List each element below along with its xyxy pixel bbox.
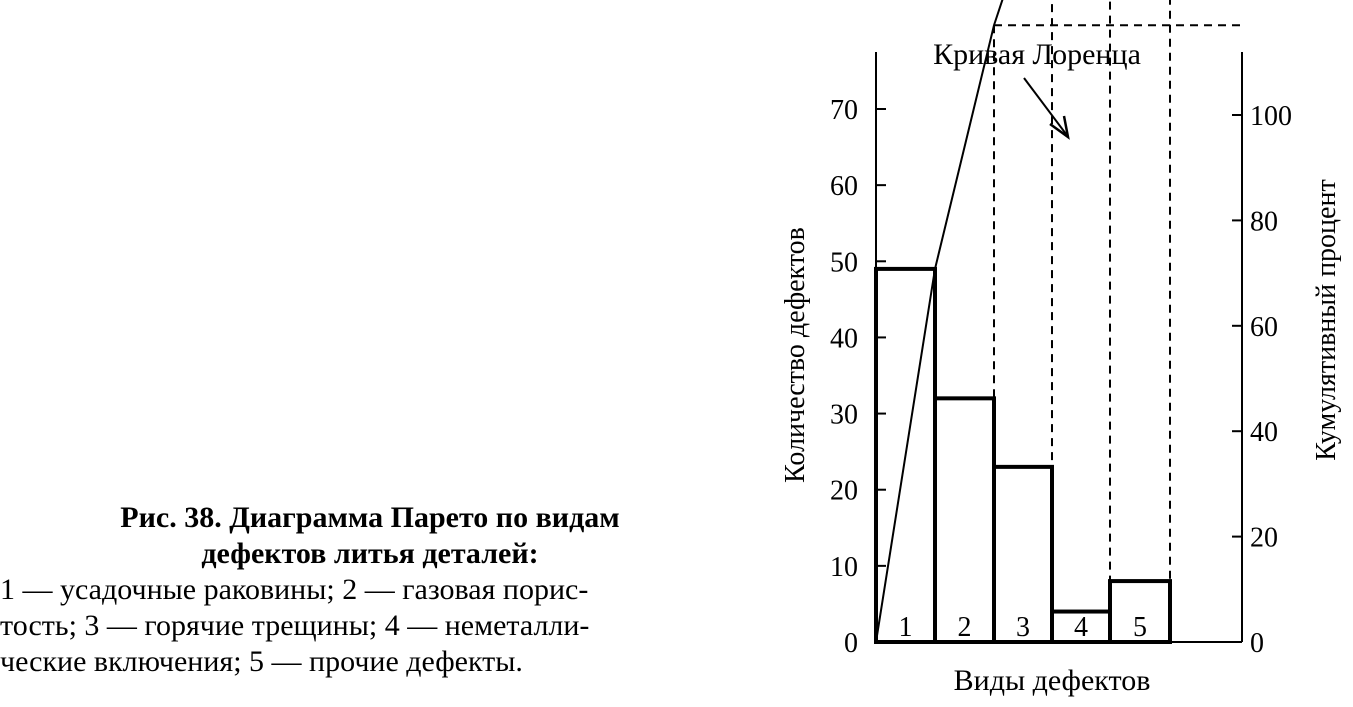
figure-caption: Рис. 38. Диаграмма Парето по видам дефек… bbox=[0, 500, 740, 680]
annotation-label: Кривая Лоренца bbox=[933, 38, 1141, 71]
y-tick-label: 40 bbox=[830, 323, 858, 354]
x-axis-label: Виды дефектов bbox=[954, 664, 1151, 697]
y-axis-label: Количество дефектов bbox=[780, 227, 811, 483]
y2-tick-label: 80 bbox=[1250, 206, 1278, 237]
bar-2 bbox=[933, 396, 996, 645]
y-tick-label: 20 bbox=[830, 476, 858, 507]
lorenz-curve-group bbox=[875, 0, 1070, 643]
y2-axis-label: Кумулятивный процент bbox=[1311, 179, 1342, 460]
chart-labels: 0 10 20 30 40 50 60 70 0 20 40 60 80 100 1 2 3 4 5 bbox=[830, 95, 1292, 659]
bar-label-3: 3 bbox=[1016, 612, 1030, 643]
caption-title-line-1: Рис. 38. Диаграмма Парето по видам bbox=[120, 501, 620, 534]
bar-3 bbox=[992, 464, 1054, 644]
annotation-arrowhead bbox=[1049, 115, 1070, 140]
caption-title-line-2: дефектов литья деталей: bbox=[201, 537, 539, 570]
y2-tick-label: 0 bbox=[1250, 628, 1264, 659]
bar-label-1: 1 bbox=[899, 612, 913, 643]
y-tick-label: 30 bbox=[830, 400, 858, 431]
caption-legend-line-2: тость; 3 — горячие трещины; 4 — неметалл… bbox=[0, 609, 590, 642]
y-tick-label: 50 bbox=[830, 247, 858, 278]
y-tick-label: 0 bbox=[844, 628, 858, 659]
chart-guides bbox=[993, 0, 1242, 612]
lorenz-curve bbox=[875, 0, 1004, 643]
y-tick-label: 60 bbox=[830, 171, 858, 202]
chart-bars bbox=[874, 266, 1172, 645]
y2-tick-label: 100 bbox=[1250, 101, 1292, 132]
chart-axes bbox=[875, 52, 1243, 643]
bar-label-2: 2 bbox=[958, 612, 972, 643]
bar-label-5: 5 bbox=[1133, 612, 1147, 643]
caption-legend-line-1: 1 — усадочные раковины; 2 — газовая пори… bbox=[0, 573, 589, 606]
y2-tick-label: 60 bbox=[1250, 312, 1278, 343]
y2-tick-label: 40 bbox=[1250, 417, 1278, 448]
y-tick-label: 10 bbox=[830, 552, 858, 583]
annotation-arrow bbox=[1023, 77, 1067, 135]
caption-legend-line-3: ческие включения; 5 — прочие дефекты. bbox=[0, 645, 523, 678]
y2-tick-label: 20 bbox=[1250, 523, 1278, 554]
bar-label-4: 4 bbox=[1074, 612, 1088, 643]
y-tick-label: 70 bbox=[830, 95, 858, 126]
